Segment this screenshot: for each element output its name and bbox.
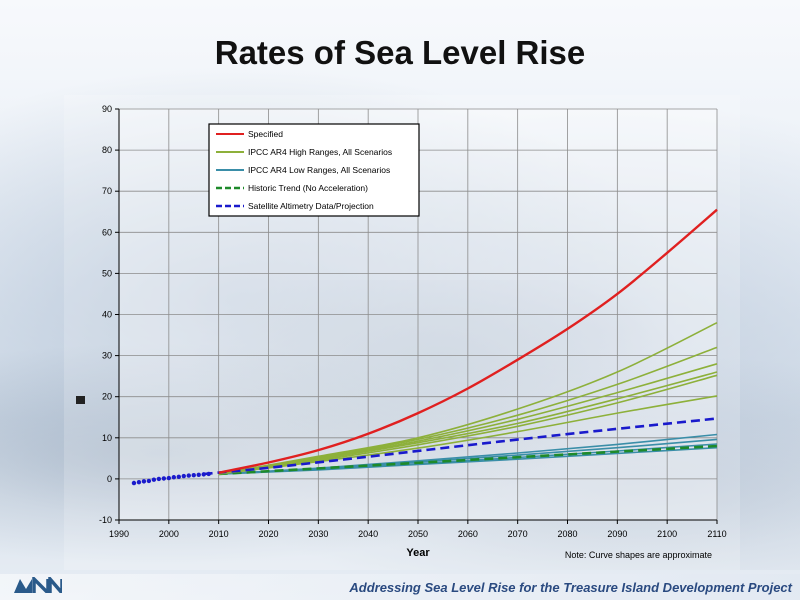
data-point xyxy=(166,475,172,481)
legend-label: IPCC AR4 Low Ranges, All Scenarios xyxy=(248,165,390,175)
data-point xyxy=(176,474,181,480)
data-point xyxy=(201,472,206,477)
data-point xyxy=(146,478,152,484)
data-point xyxy=(186,473,191,478)
data-point xyxy=(161,476,167,481)
y-tick-label: 30 xyxy=(102,351,112,361)
axis-marker-icon xyxy=(76,396,85,404)
x-tick-label: 1990 xyxy=(109,529,129,539)
series-line xyxy=(218,444,718,476)
x-tick-label: 2040 xyxy=(358,529,378,539)
y-tick-label: 70 xyxy=(102,186,112,196)
legend-label: Specified xyxy=(248,129,283,139)
x-axis-label: Year xyxy=(406,547,430,559)
chart-note: Note: Curve shapes are approximate xyxy=(565,550,712,560)
x-tick-label: 2020 xyxy=(258,529,278,539)
series-line xyxy=(218,446,718,475)
series-line xyxy=(218,321,718,475)
series-line xyxy=(218,374,718,475)
data-point xyxy=(141,479,147,484)
x-tick-label: 2060 xyxy=(458,529,478,539)
data-point xyxy=(196,472,201,477)
legend-label: Historic Trend (No Acceleration) xyxy=(248,183,368,193)
y-tick-label: 40 xyxy=(102,310,112,320)
x-tick-label: 2100 xyxy=(657,529,677,539)
x-tick-label: 2090 xyxy=(607,529,627,539)
y-tick-label: 0 xyxy=(107,474,112,484)
y-tick-label: -10 xyxy=(99,515,112,525)
data-point xyxy=(131,480,137,486)
y-tick-label: 50 xyxy=(102,268,112,278)
y-tick-label: 80 xyxy=(102,145,112,155)
y-tick-label: 10 xyxy=(102,433,112,443)
x-tick-label: 2050 xyxy=(408,529,428,539)
data-point xyxy=(156,476,162,482)
data-point xyxy=(191,473,196,478)
x-tick-label: 2110 xyxy=(707,529,726,539)
x-tick-label: 2010 xyxy=(209,529,229,539)
y-tick-label: 60 xyxy=(102,227,112,237)
data-point xyxy=(136,479,142,485)
data-point xyxy=(181,473,186,479)
series-line xyxy=(218,371,718,475)
y-tick-label: 20 xyxy=(102,392,112,402)
data-point xyxy=(171,475,177,480)
footer-bar xyxy=(0,574,800,600)
slide-title: Rates of Sea Level Rise xyxy=(214,34,586,71)
x-tick-label: 2080 xyxy=(557,529,577,539)
y-tick-label: 90 xyxy=(102,104,112,114)
legend-label: IPCC AR4 High Ranges, All Scenarios xyxy=(248,147,392,157)
footer-text: Addressing Sea Level Rise for the Treasu… xyxy=(349,580,792,595)
series-line xyxy=(218,208,718,474)
data-point xyxy=(151,477,157,482)
x-tick-label: 2070 xyxy=(508,529,528,539)
x-tick-label: 2030 xyxy=(308,529,328,539)
data-point xyxy=(206,471,211,477)
legend-label: Satellite Altimetry Data/Projection xyxy=(248,201,374,211)
logo-icon xyxy=(14,577,62,593)
x-tick-label: 2000 xyxy=(159,529,179,539)
